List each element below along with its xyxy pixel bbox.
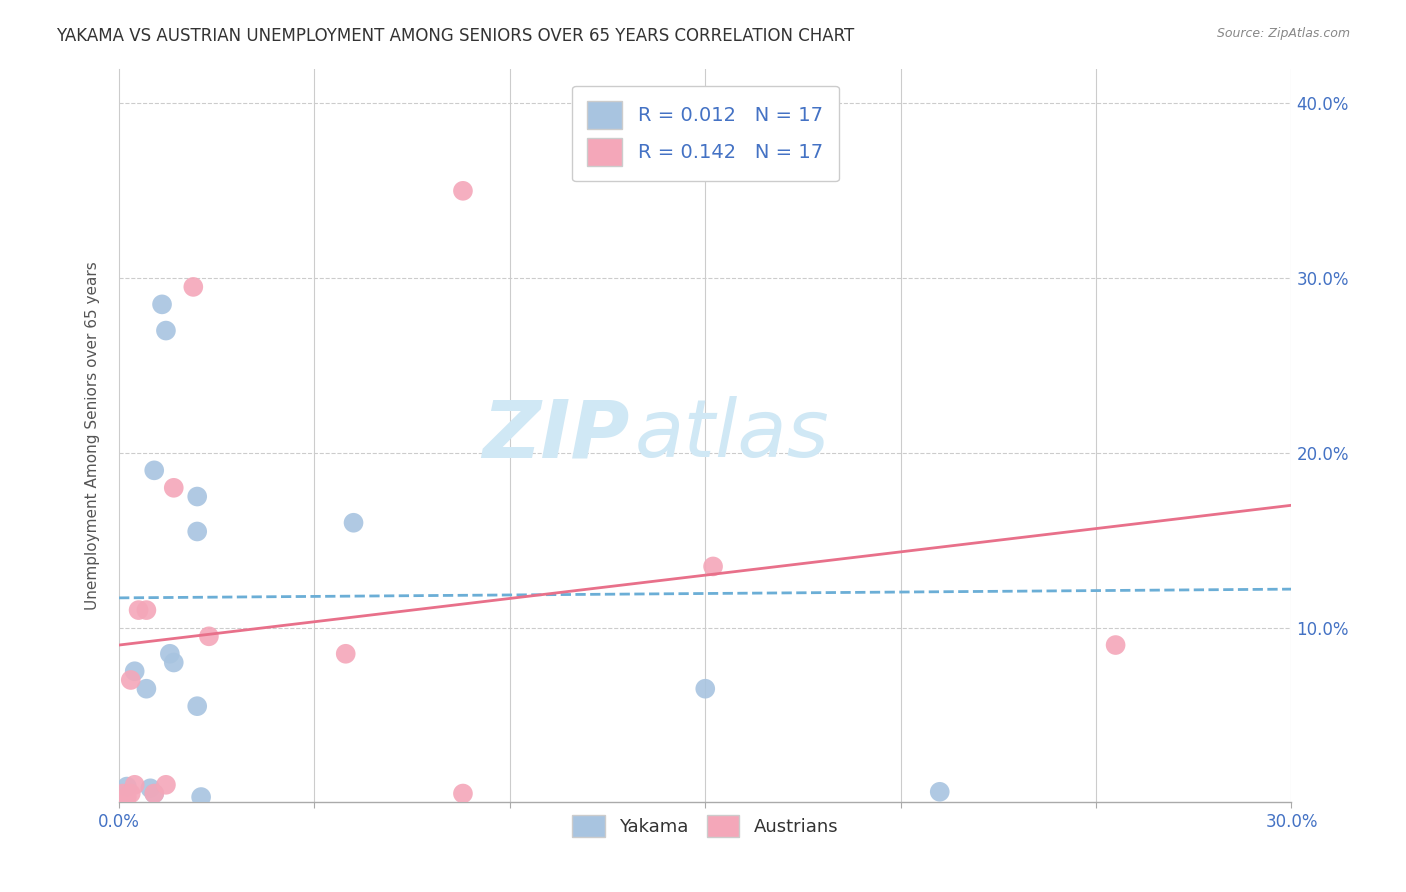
Y-axis label: Unemployment Among Seniors over 65 years: Unemployment Among Seniors over 65 years bbox=[86, 261, 100, 610]
Point bbox=[451, 787, 474, 801]
Point bbox=[928, 785, 950, 799]
Point bbox=[190, 790, 212, 805]
Point bbox=[111, 787, 134, 801]
Point bbox=[135, 681, 157, 696]
Point bbox=[120, 673, 142, 687]
Point bbox=[135, 603, 157, 617]
Text: YAKAMA VS AUSTRIAN UNEMPLOYMENT AMONG SENIORS OVER 65 YEARS CORRELATION CHART: YAKAMA VS AUSTRIAN UNEMPLOYMENT AMONG SE… bbox=[56, 27, 855, 45]
Legend: Yakama, Austrians: Yakama, Austrians bbox=[565, 808, 845, 845]
Point bbox=[120, 787, 142, 801]
Point bbox=[186, 490, 208, 504]
Point bbox=[155, 324, 177, 338]
Point bbox=[155, 778, 177, 792]
Point bbox=[128, 603, 150, 617]
Point bbox=[143, 787, 166, 801]
Text: Source: ZipAtlas.com: Source: ZipAtlas.com bbox=[1216, 27, 1350, 40]
Point bbox=[342, 516, 364, 530]
Point bbox=[143, 787, 166, 801]
Text: atlas: atlas bbox=[636, 396, 830, 475]
Point bbox=[186, 699, 208, 714]
Text: ZIP: ZIP bbox=[482, 396, 628, 475]
Point bbox=[163, 656, 186, 670]
Point bbox=[143, 463, 166, 477]
Point bbox=[1104, 638, 1126, 652]
Point bbox=[139, 781, 162, 796]
Point bbox=[124, 665, 146, 679]
Point bbox=[115, 780, 138, 794]
Point bbox=[335, 647, 357, 661]
Point bbox=[695, 681, 717, 696]
Point bbox=[186, 524, 208, 539]
Point bbox=[115, 790, 138, 805]
Point bbox=[159, 647, 181, 661]
Point bbox=[702, 559, 724, 574]
Point bbox=[451, 184, 474, 198]
Point bbox=[150, 297, 173, 311]
Point bbox=[181, 280, 204, 294]
Point bbox=[198, 629, 221, 643]
Point bbox=[124, 778, 146, 792]
Point bbox=[163, 481, 186, 495]
